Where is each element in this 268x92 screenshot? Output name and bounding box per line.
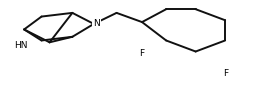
Text: F: F	[139, 49, 145, 58]
Text: F: F	[223, 69, 229, 78]
Text: HN: HN	[14, 41, 28, 51]
Text: N: N	[93, 19, 100, 28]
